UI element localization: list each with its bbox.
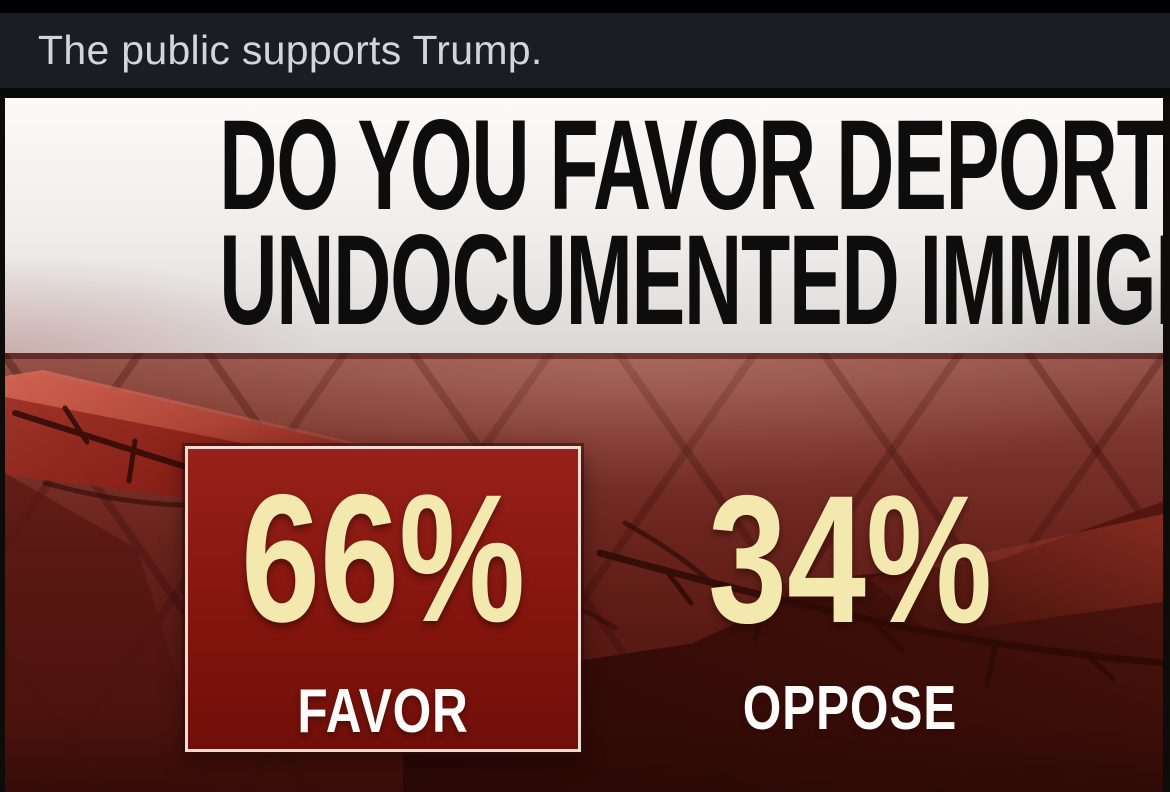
favor-percentage: 66% [240,456,526,660]
caption-graphic-divider [0,88,1170,98]
oppose-result: 34% OPPOSE [665,446,1035,746]
post-caption-bar: The public supports Trump. [0,13,1170,88]
poll-graphic-content: DO YOU FAVOR DEPORTING UNDOCUMENTED IMMI… [5,98,1163,792]
banner-bottom-edge [5,353,1163,359]
top-black-strip [0,0,1170,13]
poll-graphic-image: DO YOU FAVOR DEPORTING UNDOCUMENTED IMMI… [0,98,1170,792]
poll-question: DO YOU FAVOR DEPORTING UNDOCUMENTED IMMI… [5,98,1163,353]
poll-question-line-2: UNDOCUMENTED IMMIGRANTS? [219,209,1163,353]
favor-label: FAVOR [297,677,469,746]
post-caption-text: The public supports Trump. [38,27,543,73]
oppose-percentage: 34% [707,457,993,661]
poll-results-area: 66% FAVOR 34% OPPOSE [5,353,1163,792]
poll-question-banner: DO YOU FAVOR DEPORTING UNDOCUMENTED IMMI… [5,98,1163,353]
oppose-label: OPPOSE [742,674,958,743]
favor-result-box: 66% FAVOR [185,446,581,752]
poll-question-line-1: DO YOU FAVOR DEPORTING [219,98,1163,237]
